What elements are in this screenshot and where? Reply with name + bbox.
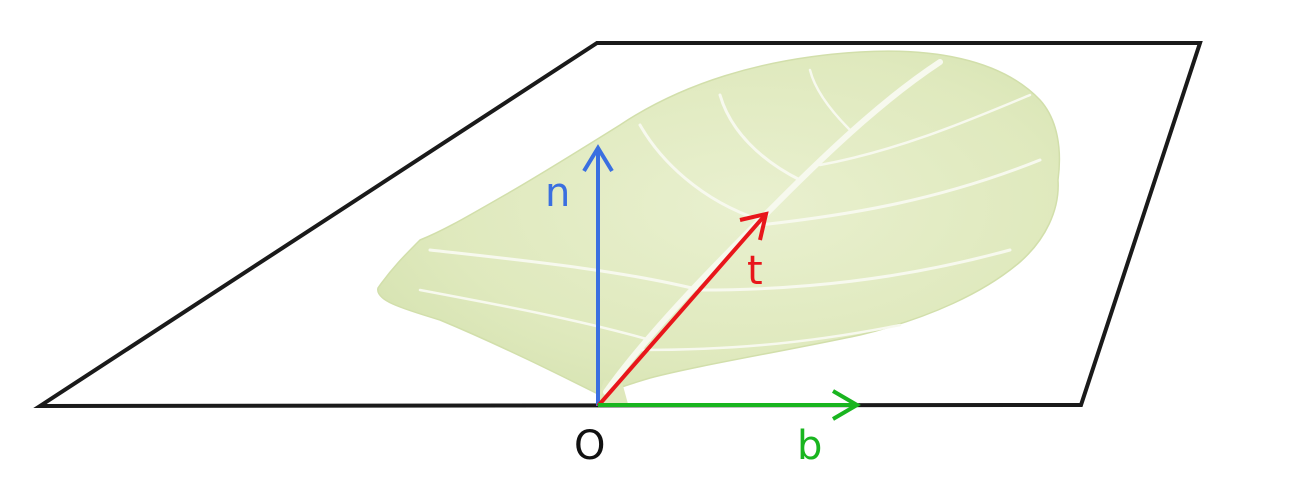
leaf-blade (377, 50, 1061, 396)
leaf-vein (638, 123, 762, 222)
leaf-vein (808, 68, 852, 132)
leaf-vein (428, 248, 702, 292)
leaf-vein (698, 248, 1012, 292)
tangent-vector-shaft (596, 212, 768, 408)
binormal-vector-arrowhead (831, 389, 861, 421)
tangent-vector (596, 211, 769, 408)
normal-vector (582, 144, 614, 406)
tangent-vector-arrowhead (739, 211, 769, 241)
leaf-vein (718, 93, 802, 182)
normal-vector-arrowhead (582, 144, 614, 173)
tangent-label: t (747, 248, 763, 294)
leaf-vein (758, 158, 1042, 227)
leaf-vein (818, 93, 1032, 167)
leaf-midrib (603, 59, 943, 395)
leaf-vein (418, 288, 652, 342)
leaf-vein (638, 323, 902, 352)
leaf-illustration (377, 50, 1061, 404)
binormal-label: b (797, 423, 822, 469)
origin-label: O (574, 423, 605, 469)
normal-label: n (545, 170, 570, 216)
binormal-vector (598, 389, 861, 421)
